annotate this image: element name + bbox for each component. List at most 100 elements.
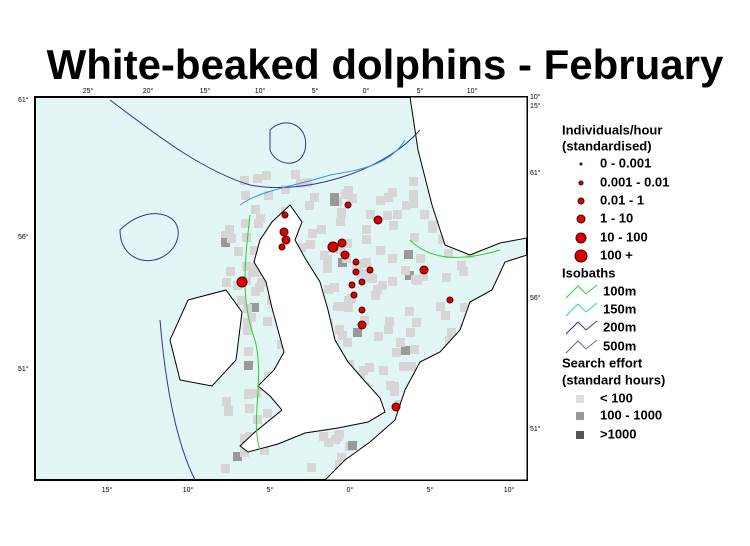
effort-square — [416, 254, 425, 263]
effort-square — [297, 243, 306, 252]
legend-text: 500m — [603, 338, 636, 353]
effort-square — [404, 250, 413, 259]
sighting — [391, 402, 401, 412]
top-label: 20° — [143, 87, 154, 95]
effort-square — [399, 362, 408, 371]
effort-square — [371, 291, 380, 300]
effort-square — [357, 269, 366, 278]
effort-square — [245, 404, 254, 413]
effort-square — [402, 201, 411, 210]
right-label: 51° — [530, 425, 541, 433]
effort-square — [411, 275, 420, 284]
effort-square — [405, 307, 414, 316]
legend-text: 1 - 10 — [600, 210, 633, 225]
legend-symbol — [565, 284, 598, 299]
legend-text: 100 - 1000 — [600, 407, 662, 422]
effort-square — [303, 178, 312, 187]
effort-square — [444, 249, 453, 258]
effort-square — [445, 336, 454, 345]
legend-symbol — [576, 214, 586, 224]
effort-square — [438, 235, 447, 244]
effort-square — [359, 366, 368, 375]
sighting — [419, 265, 429, 275]
sighting — [344, 201, 352, 209]
effort-square — [254, 219, 263, 228]
effort-square — [353, 328, 362, 337]
top-label: 15° — [200, 87, 211, 95]
right-label: 10° — [530, 93, 541, 101]
isobath — [239, 139, 406, 206]
effort-square — [252, 268, 261, 277]
effort-square — [412, 318, 421, 327]
top-label: 10° — [255, 87, 266, 95]
effort-square — [409, 199, 418, 208]
britain — [239, 204, 386, 453]
effort-square — [362, 235, 371, 244]
effort-square — [319, 432, 328, 441]
effort-square — [226, 267, 235, 276]
effort-square — [291, 170, 300, 179]
effort-square — [396, 338, 405, 347]
effort-square — [383, 211, 392, 220]
effort-square — [376, 246, 385, 255]
bottom-label: 0° — [347, 486, 354, 494]
effort-square — [373, 285, 382, 294]
effort-square — [250, 246, 259, 255]
effort-square — [362, 225, 371, 234]
isobath — [119, 213, 179, 261]
isobath — [244, 214, 261, 451]
effort-square — [224, 407, 233, 416]
effort-square — [250, 263, 259, 272]
effort-square — [347, 294, 356, 303]
effort-square — [225, 225, 234, 234]
sighting — [366, 266, 374, 274]
effort-square — [255, 283, 264, 292]
effort-square — [374, 332, 383, 341]
effort-square — [459, 267, 468, 276]
effort-square — [240, 176, 249, 185]
effort-square — [251, 205, 260, 214]
effort-square — [384, 325, 393, 334]
sighting — [281, 235, 291, 245]
left-label: 61° — [18, 96, 29, 104]
top-label: 0° — [363, 87, 370, 95]
top-label: 5° — [312, 87, 319, 95]
effort-square — [457, 261, 466, 270]
effort-square — [243, 318, 252, 327]
effort-square — [307, 463, 316, 472]
bottom-label: 5° — [267, 486, 274, 494]
effort-square — [409, 190, 418, 199]
effort-square — [243, 326, 252, 335]
sighting — [279, 227, 289, 237]
right-label: 61° — [530, 169, 541, 177]
effort-square — [344, 303, 353, 312]
legend-text: Search effort — [562, 355, 643, 370]
effort-square — [428, 224, 437, 233]
legend-text: >1000 — [600, 426, 637, 441]
sightings — [236, 201, 454, 412]
effort-square — [263, 317, 272, 326]
legend-text: 150m — [603, 301, 636, 316]
legend-symbol — [577, 197, 585, 205]
effort-square — [330, 283, 339, 292]
effort-square — [337, 453, 346, 462]
effort-square — [390, 387, 399, 396]
effort-square — [352, 264, 361, 273]
effort-square — [250, 303, 259, 312]
sighting — [446, 296, 454, 304]
effort-square — [376, 196, 385, 205]
effort-square — [244, 361, 253, 370]
effort-square — [237, 296, 246, 305]
effort-square — [442, 273, 451, 282]
bottom-label: 5° — [427, 486, 434, 494]
sighting — [357, 320, 367, 330]
sighting — [327, 241, 339, 253]
legend-symbol — [576, 431, 584, 439]
effort-square — [460, 303, 469, 312]
effort-square — [405, 271, 414, 280]
effort-square — [392, 348, 401, 357]
legend-symbol — [578, 180, 584, 186]
effort-square — [378, 281, 387, 290]
sighting — [278, 243, 286, 251]
